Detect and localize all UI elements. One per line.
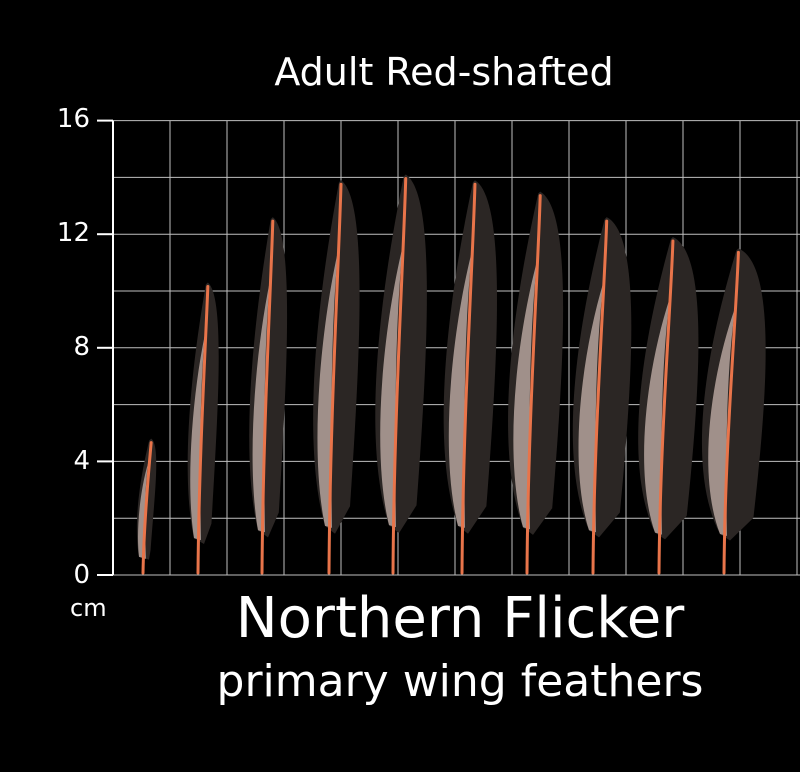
y-axis xyxy=(97,119,114,576)
feather xyxy=(572,217,632,575)
feather xyxy=(701,248,766,575)
feather-shaft xyxy=(391,177,408,575)
title-line-1: Northern Flicker xyxy=(235,586,685,651)
feather-inner-vane xyxy=(448,250,472,528)
feather-inner-vane xyxy=(380,246,403,528)
feather-shaft xyxy=(657,239,675,575)
feather xyxy=(249,217,288,575)
feather xyxy=(638,237,699,575)
feather-inner-vane xyxy=(513,260,538,530)
feather xyxy=(187,282,219,575)
feather-shaft xyxy=(141,441,153,575)
feather xyxy=(313,180,360,575)
feather-set xyxy=(136,174,766,575)
subtitle: Adult Red-shafted xyxy=(274,50,614,94)
feather-shaft xyxy=(196,284,210,575)
unit-label: cm xyxy=(70,594,107,622)
feather xyxy=(136,438,157,575)
feather-shaft xyxy=(591,219,609,575)
feather-shaft xyxy=(525,194,542,575)
feather-inner-vane xyxy=(578,281,604,533)
feather xyxy=(375,174,427,575)
title-line-2: primary wing feathers xyxy=(216,656,704,707)
feather-shaft xyxy=(260,219,275,575)
feather-inner-vane xyxy=(317,250,338,528)
y-tick-label: 16 xyxy=(56,104,90,134)
y-tick-label: 0 xyxy=(73,560,90,590)
feather xyxy=(443,180,497,575)
feather-inner-vane xyxy=(644,297,670,535)
feather-shaft xyxy=(460,182,477,575)
feather-inner-vane xyxy=(708,306,736,537)
feather-inner-vane xyxy=(190,334,205,541)
y-tick-label: 4 xyxy=(73,446,90,476)
feather xyxy=(508,191,564,575)
feather-inner-vane xyxy=(252,281,270,533)
y-tick-label: 8 xyxy=(73,332,90,362)
feather-inner-vane xyxy=(137,462,149,559)
feather-shaft xyxy=(722,250,740,575)
feather-shaft xyxy=(327,182,343,575)
y-tick-label: 12 xyxy=(56,218,90,248)
